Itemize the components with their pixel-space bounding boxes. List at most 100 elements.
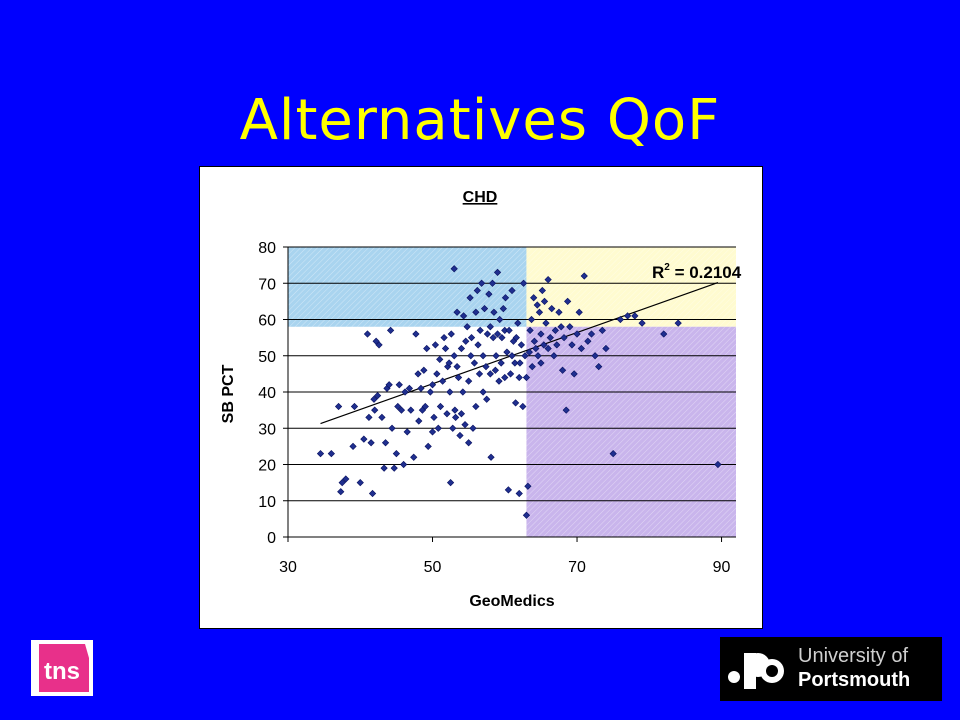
data-point	[453, 308, 461, 316]
data-point	[421, 402, 429, 411]
data-point	[526, 326, 534, 334]
y-tick-label: 50	[258, 349, 276, 366]
grid-layer	[288, 246, 736, 502]
data-point	[446, 388, 454, 396]
data-point	[674, 319, 682, 327]
data-point	[407, 406, 415, 414]
data-point	[491, 366, 500, 374]
data-point	[431, 341, 440, 349]
data-point	[412, 330, 420, 338]
data-point	[386, 326, 395, 334]
data-point	[463, 323, 471, 331]
data-point	[465, 377, 473, 385]
data-point	[338, 479, 346, 487]
data-point	[467, 334, 476, 342]
data-point	[461, 421, 469, 429]
data-point	[370, 395, 378, 403]
data-point	[449, 424, 457, 432]
data-point	[544, 276, 552, 284]
data-point	[660, 330, 668, 338]
data-point	[456, 431, 464, 440]
data-point	[504, 486, 513, 494]
chart-panel: 0 10 20 30 40 50 60 70 80 30 50 70 90 CHD GeoMedics …	[199, 166, 763, 629]
data-point	[537, 330, 545, 338]
data-point	[497, 359, 505, 367]
data-point	[551, 326, 559, 334]
data-point	[381, 439, 390, 447]
zone-hatch-top-left	[288, 247, 527, 327]
data-point	[530, 337, 539, 345]
slide-title: Alternatives QoF	[239, 88, 721, 153]
data-point	[631, 312, 639, 320]
data-point	[430, 413, 438, 421]
data-point	[511, 399, 520, 407]
data-point	[493, 330, 502, 338]
data-point	[447, 330, 455, 338]
data-point	[506, 370, 515, 378]
data-point	[522, 511, 531, 519]
data-point	[503, 348, 511, 356]
y-axis-label: SB PCT	[220, 364, 237, 423]
data-point	[410, 453, 418, 461]
data-point	[476, 326, 484, 334]
data-point	[350, 402, 359, 411]
y-tick-label: 30	[258, 421, 276, 438]
data-point	[450, 352, 458, 360]
data-point	[405, 384, 414, 392]
data-point	[334, 402, 343, 411]
data-point	[337, 488, 345, 496]
data-point	[434, 424, 442, 432]
data-point	[424, 442, 432, 450]
data-point	[490, 308, 498, 316]
data-point	[445, 359, 453, 367]
data-point	[479, 388, 487, 396]
data-point	[568, 341, 576, 349]
data-point	[378, 413, 386, 421]
data-point	[428, 381, 437, 389]
data-point	[436, 355, 444, 363]
x-axis-label: GeoMedics	[469, 593, 554, 610]
data-point	[511, 359, 519, 367]
data-point	[473, 286, 481, 295]
data-point	[540, 341, 548, 349]
data-point	[532, 344, 540, 353]
data-point	[403, 428, 411, 436]
data-point	[558, 366, 567, 374]
data-point	[515, 373, 523, 382]
data-point	[478, 279, 486, 287]
y-tick-label: 10	[258, 494, 276, 511]
y-tick-label: 60	[258, 313, 276, 330]
data-point	[415, 417, 423, 425]
data-point	[560, 334, 568, 342]
data-point	[487, 453, 495, 461]
data-point	[524, 482, 532, 490]
data-point	[584, 337, 592, 345]
data-point	[535, 308, 544, 316]
data-point	[486, 370, 494, 378]
data-point	[550, 352, 558, 360]
data-point	[538, 286, 546, 295]
trend-layer	[320, 281, 719, 425]
data-point	[440, 334, 448, 342]
data-point	[388, 424, 396, 432]
data-point	[623, 312, 632, 320]
data-point	[488, 279, 497, 287]
data-point	[522, 373, 531, 382]
data-point	[542, 319, 550, 327]
data-point	[368, 489, 377, 498]
data-point	[349, 442, 357, 450]
data-point	[390, 464, 398, 472]
x-tick-label: 50	[424, 559, 442, 576]
data-point	[439, 377, 447, 385]
data-point	[380, 464, 388, 472]
data-point	[546, 334, 554, 342]
data-point	[483, 395, 491, 403]
data-point	[573, 330, 581, 338]
data-point	[495, 377, 503, 385]
data-point	[519, 402, 527, 411]
data-point	[436, 402, 445, 411]
data-point	[557, 323, 565, 331]
data-point	[616, 315, 625, 324]
data-point	[454, 373, 463, 382]
university-line1: University of	[798, 645, 909, 667]
